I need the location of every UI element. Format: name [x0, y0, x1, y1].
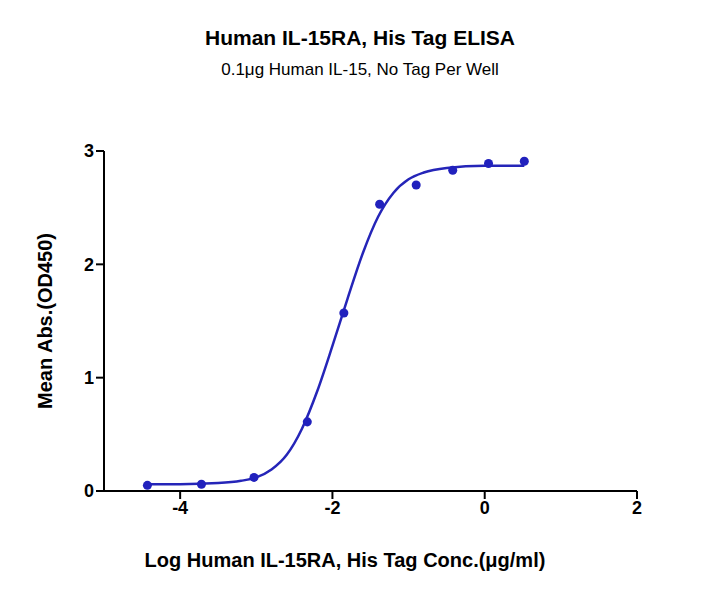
html-text:Mean Abs.(OD450): Mean Abs.(OD450) — [33, 233, 56, 409]
svg-text:1: 1 — [84, 368, 94, 388]
svg-text:0: 0 — [84, 481, 94, 501]
svg-text:0: 0 — [480, 498, 490, 518]
html-text:Human IL-15RA, His Tag ELISA: Human IL-15RA, His Tag ELISA — [205, 26, 515, 49]
svg-text:-4: -4 — [172, 498, 188, 518]
html-text:Log Human IL-15RA, His Tag Con: Log Human IL-15RA, His Tag Conc.(μg/ml) — [144, 549, 546, 571]
html-text:0.1μg Human IL-15, No Tag Per: 0.1μg Human IL-15, No Tag Per Well — [221, 60, 499, 79]
svg-text:-2: -2 — [324, 498, 340, 518]
svg-text:2: 2 — [632, 498, 642, 518]
svg-text:2: 2 — [84, 255, 94, 275]
svg-text:3: 3 — [84, 141, 94, 161]
